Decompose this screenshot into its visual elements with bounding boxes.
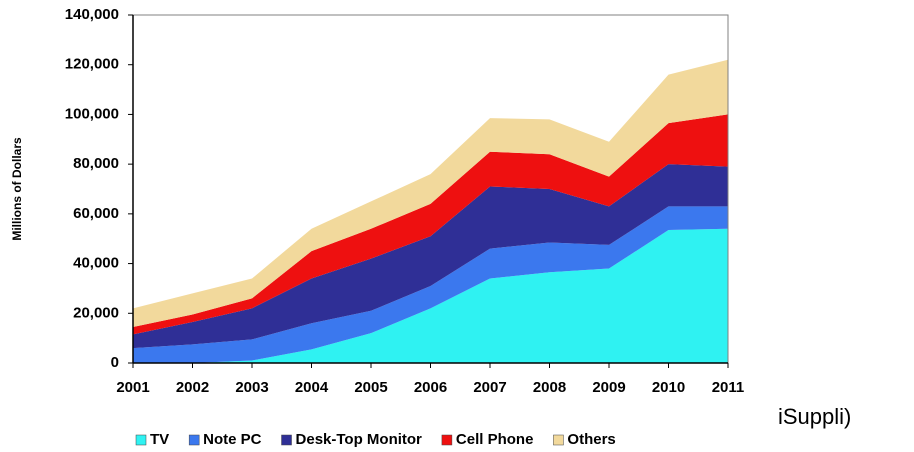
x-tick-label: 2005 bbox=[354, 379, 387, 396]
y-tick-label: 140,000 bbox=[65, 6, 119, 23]
legend-label: Cell Phone bbox=[456, 431, 534, 448]
legend-swatch bbox=[135, 434, 147, 446]
x-tick-label: 2002 bbox=[176, 379, 209, 396]
legend-label: Note PC bbox=[203, 431, 262, 448]
x-tick-label: 2001 bbox=[116, 379, 149, 396]
y-tick-label: 120,000 bbox=[65, 56, 119, 73]
legend-label: Others bbox=[567, 431, 615, 448]
y-tick-label: 60,000 bbox=[73, 205, 119, 222]
annotation: iSuppli) bbox=[778, 404, 852, 429]
legend-swatch bbox=[188, 434, 200, 446]
x-tick-label: 2004 bbox=[295, 379, 329, 396]
x-tick-label: 2008 bbox=[533, 379, 566, 396]
x-tick-label: 2011 bbox=[712, 379, 745, 396]
y-axis-label: Millions of Dollars bbox=[10, 137, 24, 241]
x-tick-label: 2007 bbox=[473, 379, 506, 396]
x-tick-label: 2009 bbox=[592, 379, 625, 396]
y-tick-label: 100,000 bbox=[65, 105, 119, 122]
legend-label: TV bbox=[150, 431, 169, 448]
legend-swatch bbox=[441, 434, 453, 446]
y-tick-label: 20,000 bbox=[73, 304, 119, 321]
x-tick-label: 2006 bbox=[414, 379, 447, 396]
area bbox=[133, 164, 728, 349]
area bbox=[133, 206, 728, 363]
y-tick-label: 0 bbox=[111, 354, 119, 371]
y-tick-label: 40,000 bbox=[73, 255, 119, 272]
area bbox=[133, 59, 728, 327]
legend-swatch bbox=[553, 434, 564, 446]
y-tick-label: 80,000 bbox=[73, 155, 119, 172]
area bbox=[133, 228, 728, 363]
legend-swatch bbox=[281, 434, 292, 446]
legend-label: Desk-Top Monitor bbox=[296, 431, 423, 448]
area bbox=[133, 114, 728, 335]
x-tick-label: 2010 bbox=[652, 379, 685, 396]
x-tick-label: 2003 bbox=[235, 379, 268, 396]
